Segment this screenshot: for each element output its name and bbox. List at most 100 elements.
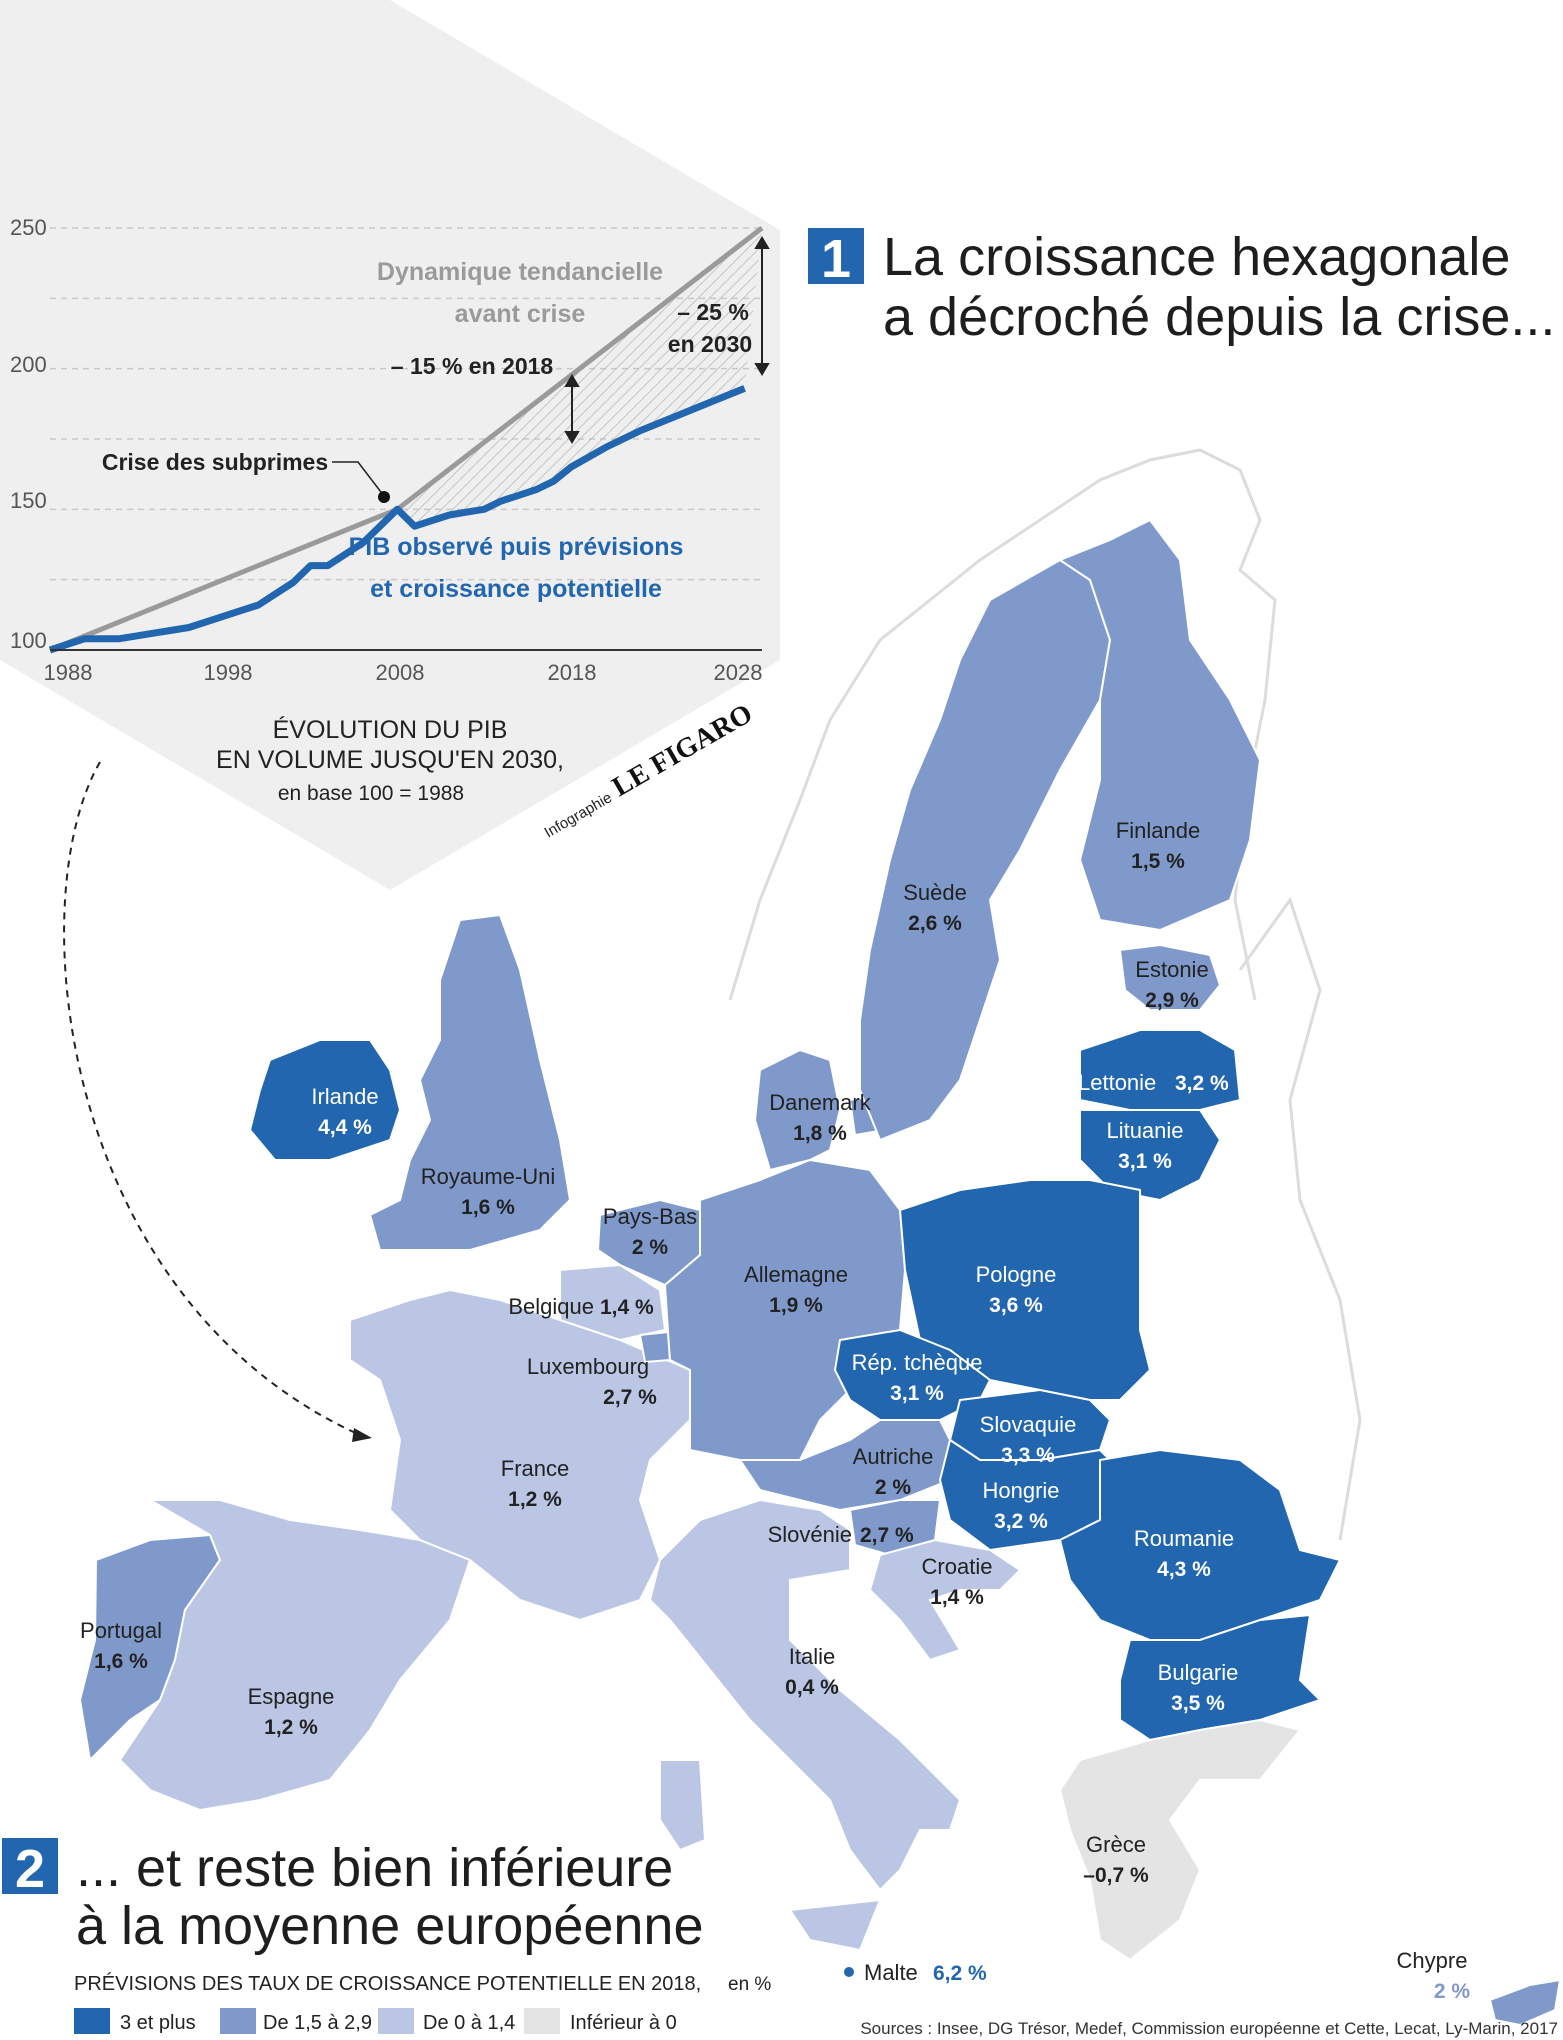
label-france-name: France [501, 1456, 569, 1481]
label-belgique-name: Belgique [508, 1294, 594, 1319]
section-2-title-line2: à la moyenne européenne [76, 1896, 704, 1956]
sources-credit: Sources : Insee, DG Trésor, Medef, Commi… [860, 2019, 1558, 2038]
label-grece-name: Grèce [1086, 1832, 1146, 1857]
label-espagne-name: Espagne [248, 1684, 335, 1709]
label-portugal-value: 1,6 % [94, 1650, 148, 1673]
label-slovenie-name: Slovénie [768, 1522, 852, 1547]
annotation-gap-2030-line2: en 2030 [668, 331, 752, 357]
label-grece-value: –0,7 % [1083, 1864, 1149, 1887]
label-pays-bas-value: 2 % [632, 1236, 669, 1259]
label-roumanie-name: Roumanie [1134, 1526, 1234, 1551]
country-malte [842, 1965, 856, 1979]
label-finlande-value: 1,5 % [1131, 850, 1185, 873]
label-belgique-value: 1,4 % [600, 1296, 654, 1319]
y-tick-250: 250 [10, 215, 47, 240]
section-1-heading: 1 La croissance hexagonale a décroché de… [808, 227, 1555, 347]
label-roumanie-value: 4,3 % [1157, 1558, 1211, 1581]
legend-label-cat4: Inférieur à 0 [570, 2012, 677, 2034]
country-italie-sardinia [659, 1759, 707, 1852]
label-slovenie-value: 2,7 % [860, 1524, 914, 1547]
russia-outline [1238, 896, 1362, 1541]
label-pays-bas-name: Pays-Bas [603, 1204, 697, 1229]
label-danemark-name: Danemark [769, 1090, 871, 1115]
label-croatie-value: 1,4 % [930, 1586, 984, 1609]
label-italie-value: 0,4 % [785, 1676, 839, 1699]
country-espagne [118, 1499, 472, 1812]
legend-label-cat3: De 0 à 1,4 [423, 2012, 515, 2034]
section-2-number: 2 [15, 1839, 45, 1899]
country-italie [648, 1498, 962, 1892]
connector-arrow-head [352, 1428, 372, 1442]
y-tick-200: 200 [10, 352, 47, 377]
section-1-number-box [808, 228, 864, 284]
legend-label-cat1: 3 et plus [120, 2012, 196, 2034]
label-lettonie-name: Lettonie [1078, 1070, 1156, 1095]
gap-2030-arrow [754, 236, 770, 376]
country-bulgarie [1119, 1613, 1322, 1742]
trend-label-line2: avant crise [455, 300, 586, 328]
x-tick-1988: 1988 [44, 660, 93, 685]
annotation-gap-2018: – 15 % en 2018 [391, 353, 554, 379]
country-lettonie [1079, 1029, 1242, 1111]
label-hongrie-name: Hongrie [982, 1478, 1059, 1503]
x-tick-2018: 2018 [548, 660, 597, 685]
label-estonie-name: Estonie [1135, 957, 1208, 982]
country-lituanie [1079, 1109, 1222, 1202]
section-2-title-line1: ... et reste bien inférieure [76, 1838, 673, 1898]
country-chypre [1488, 1978, 1562, 2027]
europe-map: Irlande 4,4 % Royaume-Uni 1,6 % Suède 2,… [78, 448, 1562, 2027]
label-bulgarie-name: Bulgarie [1158, 1660, 1239, 1685]
gdp-label-line2: et croissance potentielle [370, 575, 662, 603]
label-finlande-name: Finlande [1116, 818, 1200, 843]
label-malte-value: 6,2 % [933, 1962, 987, 1985]
chart-title-line2: EN VOLUME JUSQU'EN 2030, [216, 746, 564, 774]
label-estonie-value: 2,9 % [1145, 989, 1199, 1012]
credit-prefix: Infographie [542, 789, 616, 841]
section-1-title-line1: La croissance hexagonale [883, 227, 1510, 287]
gdp-label-line1: PIB observé puis prévisions [349, 533, 684, 561]
chart-subtitle: en base 100 = 1988 [278, 782, 464, 805]
label-chypre-value: 2 % [1434, 1980, 1471, 2003]
connector-dashed-arrow [63, 761, 361, 1436]
label-royaume-uni-value: 1,6 % [461, 1196, 515, 1219]
crisis-leader-line [332, 461, 385, 497]
x-tick-2008: 2008 [376, 660, 425, 685]
label-rep-tcheque-value: 3,1 % [890, 1382, 944, 1405]
country-estonie [1118, 943, 1222, 1011]
country-labels: Irlande 4,4 % Royaume-Uni 1,6 % Suède 2,… [80, 818, 1470, 2003]
crisis-point-marker [378, 491, 390, 503]
section-2-number-box [2, 1838, 58, 1894]
label-royaume-uni-name: Royaume-Uni [421, 1164, 556, 1189]
legend-swatch-cat2 [220, 2008, 256, 2034]
label-lituanie-name: Lituanie [1106, 1118, 1183, 1143]
label-hongrie-value: 3,2 % [994, 1510, 1048, 1533]
label-lituanie-value: 3,1 % [1118, 1150, 1172, 1173]
series-gdp-line [48, 385, 746, 654]
label-autriche-value: 2 % [875, 1476, 912, 1499]
y-tick-100: 100 [10, 628, 47, 653]
x-tick-2028: 2028 [714, 660, 763, 685]
label-pologne-name: Pologne [976, 1262, 1057, 1287]
country-royaume-uni [368, 913, 572, 1251]
label-autriche-name: Autriche [853, 1444, 934, 1469]
legend-swatch-cat4 [524, 2008, 560, 2034]
label-danemark-value: 1,8 % [793, 1122, 847, 1145]
legend-swatch-cat1 [74, 2008, 110, 2034]
country-suede [859, 558, 1112, 1142]
country-croatie [868, 1538, 1022, 1662]
label-france-value: 1,2 % [508, 1488, 562, 1511]
section-1-title-line2: a décroché depuis la crise... [883, 287, 1555, 347]
label-allemagne-value: 1,9 % [769, 1294, 823, 1317]
country-finlande [1057, 518, 1262, 932]
chart-hexagon-background [0, 0, 780, 890]
label-allemagne-name: Allemagne [744, 1262, 848, 1287]
label-lettonie-value: 3,2 % [1175, 1072, 1229, 1095]
label-luxembourg-value: 2,7 % [603, 1386, 657, 1409]
legend-unit: en % [728, 1974, 771, 1995]
label-croatie-name: Croatie [922, 1554, 993, 1579]
label-slovaquie-value: 3,3 % [1001, 1444, 1055, 1467]
gdp-chart-panel: 250 200 150 100 1988 1998 2008 2018 2028… [0, 0, 780, 890]
label-irlande-name: Irlande [311, 1084, 378, 1109]
non-eu-land-outline [728, 448, 1277, 1001]
label-irlande-value: 4,4 % [318, 1116, 372, 1139]
